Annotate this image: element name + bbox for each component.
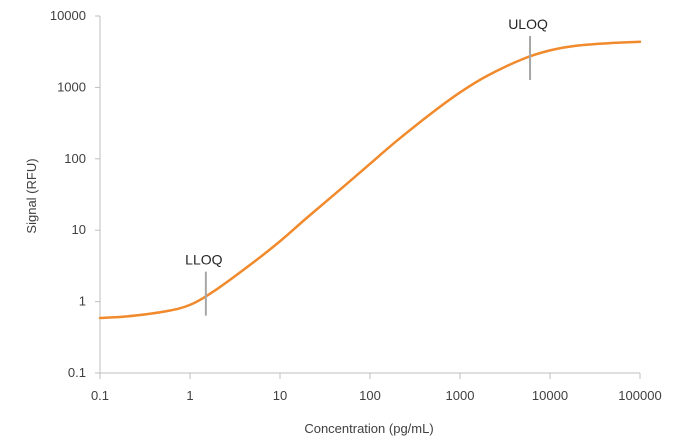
x-tick-label: 100 <box>359 388 381 403</box>
y-tick-label: 10000 <box>50 8 86 23</box>
x-tick-label: 10000 <box>532 388 568 403</box>
annotation-label: ULOQ <box>508 16 548 32</box>
x-tick-label: 10 <box>273 388 287 403</box>
x-tick-label: 1 <box>186 388 193 403</box>
y-axis-label-group: Signal (RFU) <box>24 158 39 233</box>
y-tick-label: 1 <box>79 294 86 309</box>
annotation-label: LLOQ <box>185 252 222 268</box>
x-tick-label: 0.1 <box>91 388 109 403</box>
y-axis-label: Signal (RFU) <box>24 158 39 233</box>
y-tick-label: 1000 <box>57 79 86 94</box>
y-tick-label: 0.1 <box>68 365 86 380</box>
series-line <box>98 40 642 320</box>
y-tick-label: 100 <box>64 151 86 166</box>
x-tick-label: 1000 <box>446 388 475 403</box>
x-axis-label: Concentration (pg/mL) <box>304 421 433 436</box>
y-tick-label: 10 <box>72 222 86 237</box>
x-tick-label: 100000 <box>618 388 661 403</box>
